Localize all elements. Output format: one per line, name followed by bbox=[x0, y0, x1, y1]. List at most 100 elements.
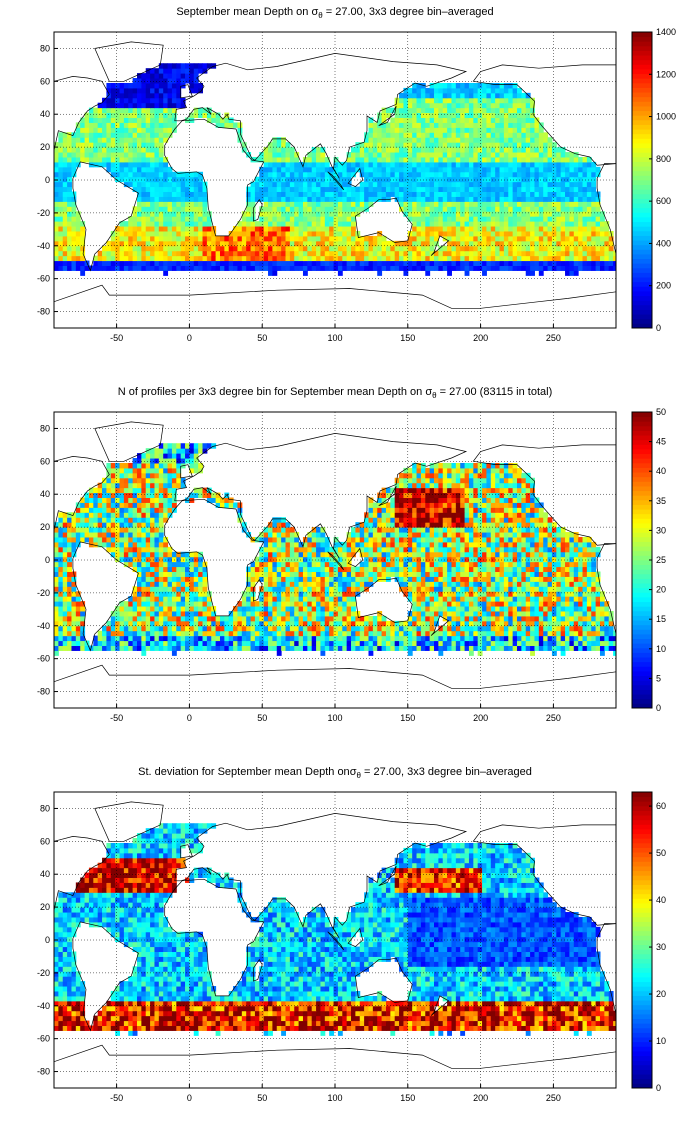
heatmap-cell bbox=[342, 186, 348, 193]
heatmap-cell bbox=[298, 166, 304, 173]
heatmap-cell bbox=[337, 161, 343, 168]
heatmap-cell bbox=[272, 147, 278, 153]
heatmap-cell bbox=[281, 142, 286, 148]
heatmap-cell bbox=[429, 82, 435, 89]
heatmap-cell bbox=[342, 265, 348, 271]
heatmap-cell bbox=[84, 142, 90, 148]
heatmap-cell bbox=[185, 73, 190, 79]
heatmap-cell bbox=[442, 606, 448, 612]
heatmap-cell bbox=[359, 181, 365, 188]
heatmap-cell bbox=[512, 156, 518, 163]
heatmap-cell bbox=[547, 640, 553, 647]
heatmap-cell bbox=[193, 63, 199, 69]
heatmap-cell bbox=[503, 137, 509, 143]
heatmap-cell bbox=[412, 610, 418, 617]
heatmap-cell bbox=[499, 186, 505, 193]
heatmap-cell bbox=[294, 620, 300, 627]
heatmap-cell bbox=[228, 245, 234, 252]
heatmap-cell bbox=[185, 221, 190, 227]
heatmap-cell bbox=[154, 127, 160, 133]
heatmap-cell bbox=[595, 211, 601, 217]
heatmap-cell bbox=[58, 191, 64, 197]
heatmap-cell bbox=[486, 147, 492, 153]
heatmap-cell bbox=[499, 226, 505, 232]
heatmap-cell bbox=[351, 230, 356, 237]
heatmap-cell bbox=[512, 620, 518, 627]
heatmap-cell bbox=[477, 97, 483, 104]
heatmap-cell bbox=[613, 635, 616, 642]
heatmap-cell bbox=[538, 606, 544, 612]
heatmap-cell bbox=[62, 226, 68, 232]
heatmap-cell bbox=[508, 191, 514, 197]
heatmap-cell bbox=[268, 596, 273, 602]
heatmap-cell bbox=[123, 221, 129, 227]
heatmap-cell bbox=[460, 97, 466, 104]
heatmap-cell bbox=[425, 102, 431, 109]
heatmap-cell bbox=[268, 211, 273, 217]
heatmap-cell bbox=[128, 226, 134, 232]
heatmap-cell bbox=[246, 610, 252, 617]
heatmap-cell bbox=[62, 640, 68, 647]
heatmap-cell bbox=[495, 161, 501, 168]
heatmap-cell bbox=[272, 226, 278, 232]
heatmap-cell bbox=[80, 152, 86, 158]
heatmap-cell bbox=[503, 625, 509, 632]
heatmap-cell bbox=[512, 265, 518, 271]
heatmap-cell bbox=[547, 147, 553, 153]
heatmap-cell bbox=[464, 142, 470, 148]
heatmap-cell bbox=[486, 245, 492, 252]
heatmap-cell bbox=[565, 196, 570, 202]
colorbar-step bbox=[632, 50, 652, 56]
heatmap-cell bbox=[377, 270, 383, 276]
heatmap-cell bbox=[503, 156, 509, 163]
heatmap-cell bbox=[573, 635, 579, 642]
heatmap-cell bbox=[447, 176, 452, 183]
heatmap-cell bbox=[359, 260, 365, 267]
heatmap-cell bbox=[560, 601, 566, 607]
heatmap-cell bbox=[416, 112, 422, 119]
heatmap-cell bbox=[385, 620, 391, 627]
colorbar-tick-label: 600 bbox=[656, 196, 671, 206]
heatmap-cell bbox=[543, 645, 549, 651]
heatmap-cell bbox=[206, 630, 212, 637]
heatmap-cell bbox=[543, 606, 549, 612]
heatmap-cell bbox=[311, 171, 317, 178]
heatmap-cell bbox=[451, 265, 457, 271]
heatmap-cell bbox=[416, 82, 422, 89]
heatmap-cell bbox=[420, 147, 426, 153]
heatmap-cell bbox=[171, 102, 177, 109]
heatmap-cell bbox=[206, 601, 212, 607]
heatmap-cell bbox=[115, 245, 121, 252]
heatmap-cell bbox=[460, 645, 466, 651]
heatmap-cell bbox=[241, 245, 247, 252]
heatmap-cell bbox=[254, 176, 260, 183]
heatmap-cell bbox=[180, 201, 186, 207]
heatmap-cell bbox=[447, 645, 452, 651]
heatmap-cell bbox=[167, 615, 173, 622]
heatmap-cell bbox=[67, 255, 72, 262]
heatmap-cell bbox=[560, 191, 566, 197]
heatmap-cell bbox=[486, 137, 492, 143]
heatmap-cell bbox=[71, 260, 77, 267]
heatmap-cell bbox=[525, 615, 531, 622]
heatmap-cell bbox=[67, 645, 72, 651]
heatmap-cell bbox=[407, 132, 413, 138]
heatmap-cell bbox=[189, 640, 195, 647]
heatmap-cell bbox=[289, 645, 295, 651]
heatmap-cell bbox=[154, 606, 160, 612]
heatmap-cell bbox=[110, 152, 116, 158]
heatmap-cell bbox=[289, 240, 295, 247]
heatmap-cell bbox=[455, 156, 461, 163]
heatmap-cell bbox=[599, 245, 605, 252]
heatmap-cell bbox=[473, 191, 479, 197]
heatmap-cell bbox=[80, 270, 86, 276]
heatmap-cell bbox=[128, 265, 134, 271]
heatmap-cell bbox=[136, 216, 142, 222]
heatmap-cell bbox=[482, 122, 487, 128]
heatmap-cell bbox=[58, 615, 64, 622]
heatmap-cell bbox=[420, 107, 426, 114]
heatmap-cell bbox=[503, 255, 509, 262]
heatmap-cell bbox=[324, 186, 330, 193]
heatmap-cell bbox=[425, 137, 431, 143]
heatmap-cell bbox=[508, 640, 514, 647]
